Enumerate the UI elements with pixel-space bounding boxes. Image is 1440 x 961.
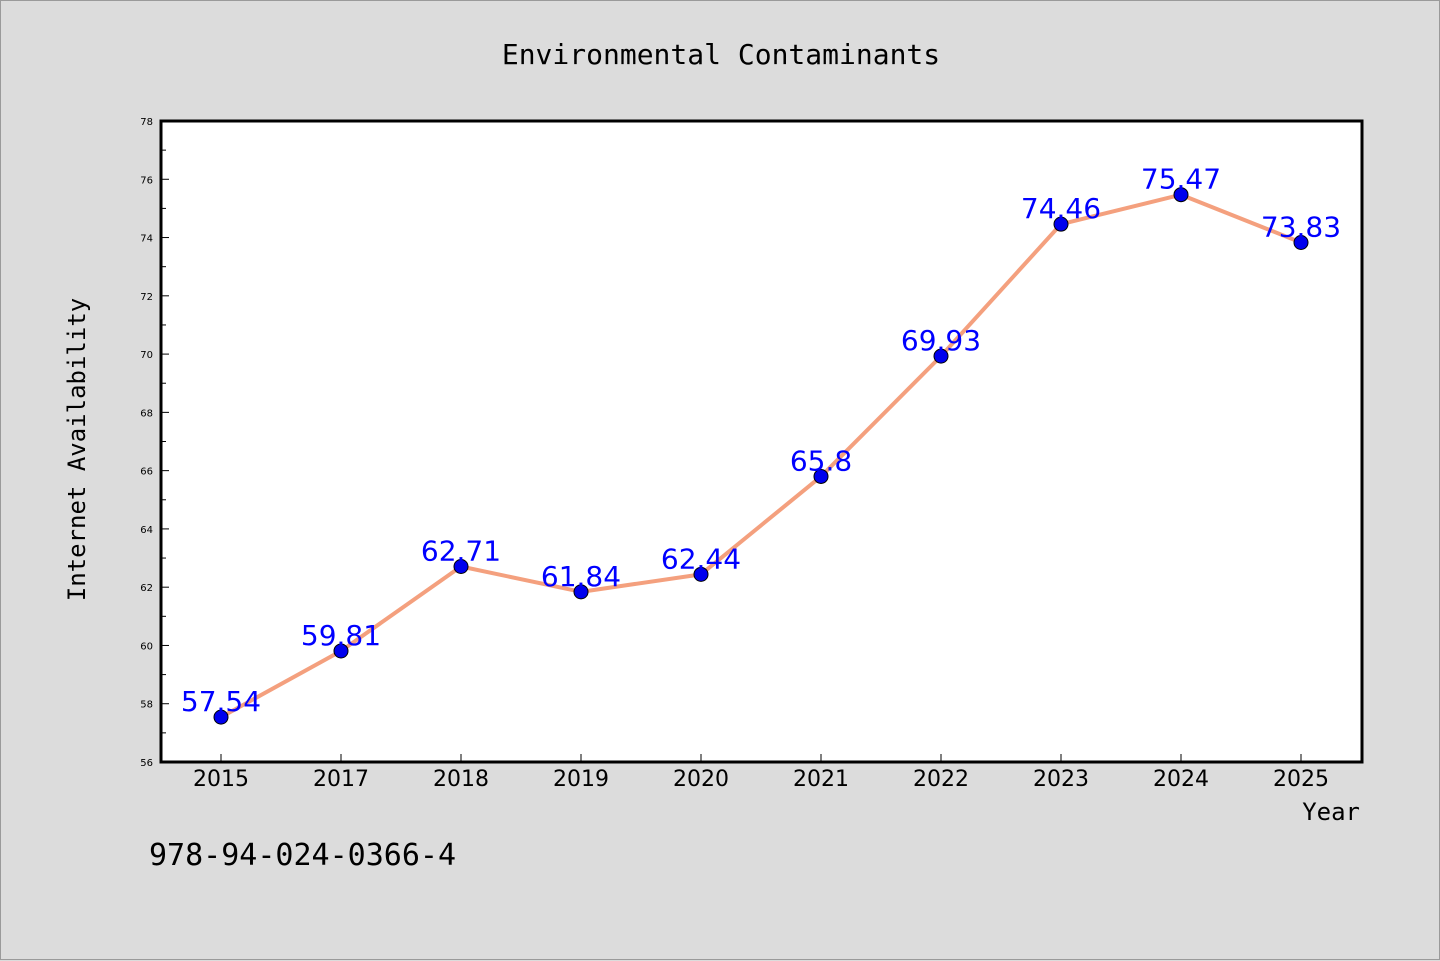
data-point-marker	[333, 643, 349, 659]
y-tick-label: 56	[140, 758, 153, 769]
data-point-marker	[813, 468, 829, 484]
series-line-group	[220, 192, 1302, 719]
data-markers	[213, 187, 1309, 725]
x-tick-label: 2025	[1273, 767, 1329, 792]
x-tick-label: 2021	[793, 767, 849, 792]
data-label: 57.54	[181, 685, 261, 718]
data-point-marker	[573, 584, 589, 600]
x-axis-label: Year	[1302, 798, 1360, 826]
x-axis-ticks: 2015 2017 2018 2019 2020 2021 2022 2023 2024 2025	[193, 754, 1329, 792]
chart-title: Environmental Contaminants	[502, 38, 940, 71]
data-point-marker	[933, 348, 949, 364]
isbn-text: 978-94-024-0366-4	[149, 838, 456, 873]
y-tick-label: 60	[140, 641, 153, 652]
x-tick-label: 2023	[1033, 767, 1089, 792]
data-point-marker	[1053, 216, 1069, 232]
data-point-marker	[453, 558, 469, 574]
data-point-marker	[1293, 234, 1309, 250]
y-tick-label: 58	[140, 700, 153, 711]
x-tick-label: 2022	[913, 767, 969, 792]
data-label: 62.71	[421, 534, 501, 567]
x-tick-label: 2018	[433, 767, 489, 792]
y-tick-label: 72	[140, 292, 153, 303]
y-tick-label: 70	[140, 350, 153, 361]
series-line	[220, 192, 1302, 719]
data-label: 69.93	[901, 324, 981, 357]
data-point-marker	[693, 566, 709, 582]
x-tick-label: 2017	[313, 767, 369, 792]
y-axis-label: Internet Availability	[63, 298, 91, 601]
data-label: 62.44	[661, 542, 741, 575]
x-tick-label: 2020	[673, 767, 729, 792]
data-label: 61.84	[541, 560, 621, 593]
data-label: 73.83	[1261, 210, 1341, 243]
data-point-marker	[213, 709, 229, 725]
y-tick-label: 62	[140, 583, 153, 594]
y-tick-label: 66	[140, 467, 153, 478]
data-label: 75.47	[1141, 163, 1221, 196]
y-tick-label: 74	[140, 234, 153, 245]
data-label: 59.81	[301, 619, 381, 652]
x-tick-label: 2015	[193, 767, 249, 792]
plot-area	[159, 119, 1364, 764]
data-label: 65.8	[790, 444, 852, 477]
y-tick-label: 76	[140, 175, 153, 186]
y-tick-label: 68	[140, 408, 153, 419]
x-tick-label: 2024	[1153, 767, 1209, 792]
data-labels: 57.54 59.81 62.71 61.84 62.44 65.8 69.93 74.46 7…	[181, 163, 1341, 718]
y-axis-ticks: 56 58 60 62 64 66 68 70 72 74 76 78	[140, 117, 169, 769]
data-label: 74.46	[1021, 192, 1101, 225]
data-point-marker	[1173, 187, 1189, 203]
x-tick-label: 2019	[553, 767, 609, 792]
y-tick-label: 64	[140, 525, 153, 536]
y-tick-label: 78	[140, 117, 153, 128]
